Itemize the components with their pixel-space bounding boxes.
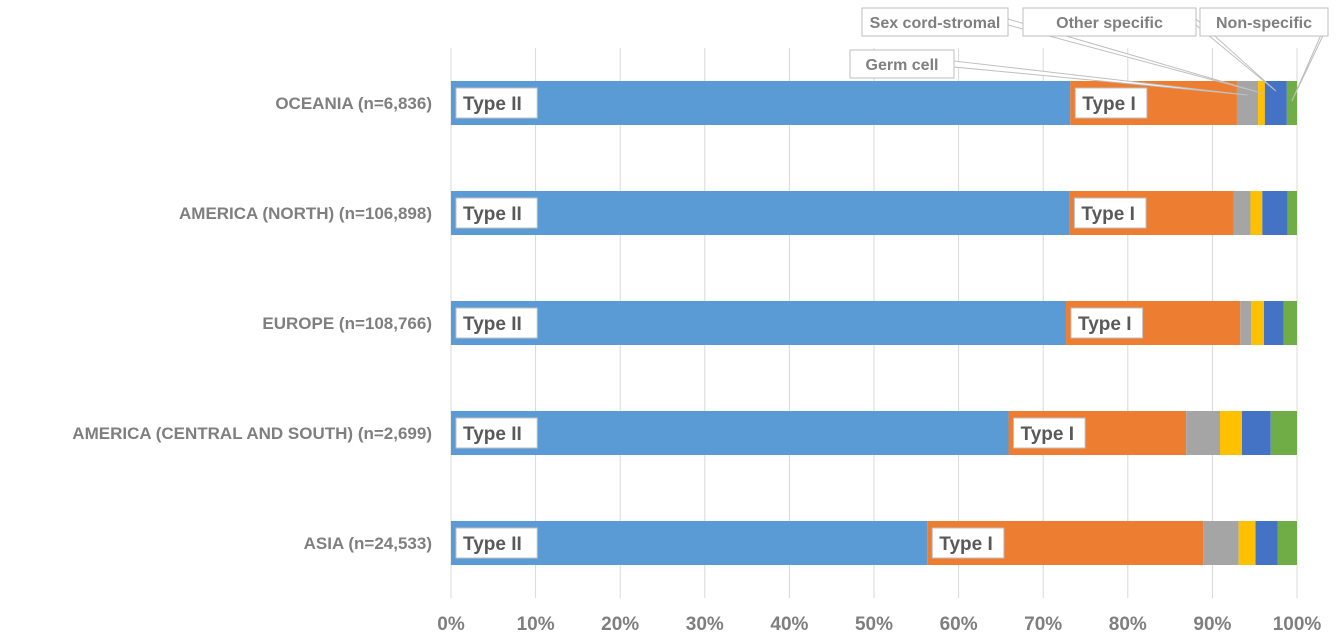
x-tick-label: 90% xyxy=(1193,614,1231,635)
category-labels: OCEANIA (n=6,836) AMERICA (NORTH) (n=106,… xyxy=(72,94,432,553)
x-tick-label: 20% xyxy=(601,614,639,635)
segment-label: Type II xyxy=(455,197,538,229)
segment-label-text: Type II xyxy=(463,534,522,555)
bar-segment-type-ii xyxy=(451,81,1071,125)
bar-segment-germ-cell xyxy=(1240,301,1252,345)
callout-other-specific: Other specific xyxy=(1022,7,1277,92)
segment-label: Type II xyxy=(455,417,538,449)
segment-label-text: Type I xyxy=(939,534,993,555)
callout-sex-cord-stromal: Sex cord-stromal xyxy=(861,7,1262,94)
segment-label-box xyxy=(1013,417,1086,449)
bar-segment-non-specific xyxy=(1286,81,1297,125)
callout-text: Sex cord-stromal xyxy=(870,15,1001,32)
x-tick-label: 10% xyxy=(517,614,555,635)
bar-segment-other-specific xyxy=(1264,301,1284,345)
bar-segment-other-specific xyxy=(1255,521,1278,565)
callout-text: Non-specific xyxy=(1216,15,1312,32)
segment-label-box xyxy=(1074,87,1148,119)
segment-label-box xyxy=(1070,307,1144,339)
x-tick-label: 30% xyxy=(686,614,724,635)
callout-text: Other specific xyxy=(1056,15,1163,32)
x-tick-labels: 0% 10% 20% 30% 40% 50% 60% 70% 80% 90% 100% xyxy=(437,614,1321,635)
bar-segment-type-ii xyxy=(451,411,1009,455)
callout-text: Germ cell xyxy=(866,57,939,74)
callout-box xyxy=(849,49,955,79)
x-tick-label: 40% xyxy=(770,614,808,635)
segment-label: Type I xyxy=(931,527,1005,559)
bar-segment-germ-cell xyxy=(1236,81,1259,125)
bar-segment-non-specific xyxy=(1287,191,1297,235)
bar-segment-type-ii xyxy=(451,191,1070,235)
bar-segment-other-specific xyxy=(1262,191,1288,235)
segment-label-text: Type I xyxy=(1082,94,1136,115)
x-tick-label: 0% xyxy=(437,614,465,635)
bar-segment-germ-cell xyxy=(1203,521,1239,565)
segment-label-text: Type II xyxy=(463,424,522,445)
segment-label-text: Type I xyxy=(1078,314,1132,335)
category-label: ASIA (n=24,533) xyxy=(304,534,432,553)
bar-segment-type-ii xyxy=(451,301,1067,345)
segment-label-box xyxy=(455,87,538,119)
callout-box xyxy=(1199,7,1329,37)
segment-label: Type II xyxy=(455,87,538,119)
segment-label: Type I xyxy=(1074,87,1148,119)
segment-label-box xyxy=(1073,197,1147,229)
segment-label-text: Type II xyxy=(463,314,522,335)
callout-non-specific: Non-specific xyxy=(1199,7,1329,102)
segment-label-text: Type II xyxy=(463,204,522,225)
bar-segment-sex-cord-stromal xyxy=(1258,81,1265,125)
segment-label: Type II xyxy=(455,527,538,559)
segment-label-box xyxy=(455,307,538,339)
bar-segment-sex-cord-stromal xyxy=(1238,521,1256,565)
segment-label-text: Type I xyxy=(1021,424,1074,445)
category-label: AMERICA (NORTH) (n=106,898) xyxy=(179,204,432,223)
bar-segment-other-specific xyxy=(1242,411,1271,455)
callout-box xyxy=(861,7,1009,37)
bar-segment-other-specific xyxy=(1264,81,1287,125)
bar-segment-sex-cord-stromal xyxy=(1251,301,1265,345)
segment-label-box xyxy=(455,197,538,229)
bar-segment-sex-cord-stromal xyxy=(1220,411,1243,455)
callouts: Germ cell Sex cord-stromal Other specific N… xyxy=(849,7,1329,102)
x-tick-label: 50% xyxy=(855,614,893,635)
bar-segment-sex-cord-stromal xyxy=(1250,191,1263,235)
segment-label-box xyxy=(455,527,538,559)
x-tick-label: 100% xyxy=(1273,614,1322,635)
callout-germ-cell: Germ cell xyxy=(849,49,1248,96)
x-tick-label: 80% xyxy=(1109,614,1147,635)
segment-label-text: Type II xyxy=(463,94,522,115)
category-label: AMERICA (CENTRAL AND SOUTH) (n=2,699) xyxy=(72,424,432,443)
segment-label: Type I xyxy=(1070,307,1144,339)
segment-label: Type I xyxy=(1073,197,1147,229)
bar-segment-non-specific xyxy=(1283,301,1297,345)
bar-segment-non-specific xyxy=(1277,521,1297,565)
bar-segment-germ-cell xyxy=(1233,191,1251,235)
segment-label-text: Type I xyxy=(1081,204,1135,225)
segment-label-box xyxy=(931,527,1005,559)
bar-segment-germ-cell xyxy=(1186,411,1221,455)
segment-label: Type I xyxy=(1013,417,1086,449)
x-tick-label: 60% xyxy=(940,614,978,635)
segment-label-box xyxy=(455,417,538,449)
segment-labels: Type II Type I Type II Type I Type II Type I T… xyxy=(455,87,1148,559)
callout-box xyxy=(1022,7,1197,37)
x-tick-label: 70% xyxy=(1024,614,1062,635)
segment-label: Type II xyxy=(455,307,538,339)
bar-segment-non-specific xyxy=(1270,411,1297,455)
category-label: EUROPE (n=108,766) xyxy=(262,314,432,333)
category-label: OCEANIA (n=6,836) xyxy=(275,94,432,113)
